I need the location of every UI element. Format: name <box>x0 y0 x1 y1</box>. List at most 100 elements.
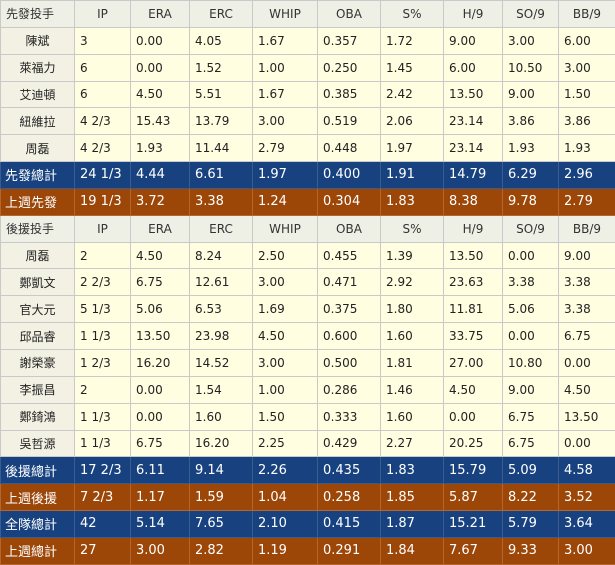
stat-cell: 9.33 <box>503 537 559 564</box>
stat-cell: 6.75 <box>131 430 190 457</box>
stat-cell: 10.50 <box>503 54 559 81</box>
stat-cell: 5.06 <box>503 296 559 323</box>
stat-cell: 3.00 <box>253 108 318 135</box>
stat-cell: 27.00 <box>444 349 503 376</box>
stat-cell: 23.98 <box>190 323 253 350</box>
stat-cell: 6.53 <box>190 296 253 323</box>
column-header: H/9 <box>444 215 503 242</box>
section-header: 先發投手 <box>1 1 75 28</box>
stat-cell: 1 1/3 <box>75 323 131 350</box>
stat-cell: 9.00 <box>503 376 559 403</box>
stat-cell: 15.21 <box>444 511 503 538</box>
stat-cell: 6.00 <box>444 54 503 81</box>
column-header: BB/9 <box>559 215 615 242</box>
stat-cell: 1.87 <box>381 511 444 538</box>
stat-cell: 1.46 <box>381 376 444 403</box>
stat-cell: 4.50 <box>559 376 615 403</box>
pitcher-name: 陳斌 <box>1 27 75 54</box>
stat-cell: 1.59 <box>190 484 253 511</box>
pitcher-name: 上週先發 <box>1 188 75 215</box>
stat-cell: 9.00 <box>559 242 615 269</box>
pitcher-name: 周磊 <box>1 135 75 162</box>
pitcher-name: 鄭凱文 <box>1 269 75 296</box>
stat-cell: 4.50 <box>444 376 503 403</box>
stat-cell: 3.00 <box>559 54 615 81</box>
stat-cell: 1.83 <box>381 188 444 215</box>
stat-cell: 6 <box>75 54 131 81</box>
stat-cell: 3.38 <box>503 269 559 296</box>
stat-cell: 1.97 <box>253 162 318 189</box>
stat-cell: 5.14 <box>131 511 190 538</box>
stat-cell: 1.83 <box>381 457 444 484</box>
column-header: ERA <box>131 1 190 28</box>
stat-cell: 20.25 <box>444 430 503 457</box>
column-header: OBA <box>318 1 381 28</box>
stat-cell: 5.06 <box>131 296 190 323</box>
stat-cell: 1.67 <box>253 81 318 108</box>
stat-cell: 4 2/3 <box>75 108 131 135</box>
stat-cell: 6.11 <box>131 457 190 484</box>
stat-cell: 12.61 <box>190 269 253 296</box>
pitcher-name: 吳哲源 <box>1 430 75 457</box>
stat-cell: 3.52 <box>559 484 615 511</box>
pitcher-name: 紐維拉 <box>1 108 75 135</box>
stat-cell: 1.67 <box>253 27 318 54</box>
stat-cell: 2 2/3 <box>75 269 131 296</box>
stat-cell: 3.00 <box>131 537 190 564</box>
stat-cell: 0.333 <box>318 403 381 430</box>
pitcher-name: 鄭錡鴻 <box>1 403 75 430</box>
stat-cell: 14.52 <box>190 349 253 376</box>
stat-cell: 1.81 <box>381 349 444 376</box>
stat-cell: 1.54 <box>190 376 253 403</box>
stat-cell: 2.27 <box>381 430 444 457</box>
stat-cell: 2.79 <box>253 135 318 162</box>
stat-cell: 2 <box>75 242 131 269</box>
stat-cell: 0.291 <box>318 537 381 564</box>
stat-cell: 3.72 <box>131 188 190 215</box>
stat-cell: 0.357 <box>318 27 381 54</box>
column-header: IP <box>75 215 131 242</box>
column-header: ERC <box>190 1 253 28</box>
stat-cell: 2.06 <box>381 108 444 135</box>
stat-cell: 16.20 <box>131 349 190 376</box>
stat-cell: 0.00 <box>559 349 615 376</box>
stat-cell: 15.79 <box>444 457 503 484</box>
stat-cell: 0.435 <box>318 457 381 484</box>
stat-cell: 1.60 <box>381 323 444 350</box>
stat-cell: 5 1/3 <box>75 296 131 323</box>
column-header: SO/9 <box>503 215 559 242</box>
stat-cell: 2.79 <box>559 188 615 215</box>
stat-cell: 0.00 <box>559 430 615 457</box>
stat-cell: 1.80 <box>381 296 444 323</box>
stat-cell: 6.75 <box>503 403 559 430</box>
stat-cell: 1.52 <box>190 54 253 81</box>
stat-cell: 4.44 <box>131 162 190 189</box>
stat-cell: 2.50 <box>253 242 318 269</box>
stat-cell: 3.86 <box>559 108 615 135</box>
stat-cell: 1.60 <box>381 403 444 430</box>
pitcher-name: 全隊總計 <box>1 511 75 538</box>
stat-cell: 1 1/3 <box>75 403 131 430</box>
stat-cell: 0.00 <box>503 323 559 350</box>
stat-cell: 2.42 <box>381 81 444 108</box>
stat-cell: 3.00 <box>503 27 559 54</box>
pitcher-name: 李振昌 <box>1 376 75 403</box>
pitcher-name: 周磊 <box>1 242 75 269</box>
pitcher-name: 邱品睿 <box>1 323 75 350</box>
stat-cell: 6.75 <box>559 323 615 350</box>
pitcher-name: 萊福力 <box>1 54 75 81</box>
stat-cell: 7.67 <box>444 537 503 564</box>
stat-cell: 0.519 <box>318 108 381 135</box>
column-header: OBA <box>318 215 381 242</box>
stat-cell: 4 2/3 <box>75 135 131 162</box>
stat-cell: 1.00 <box>253 376 318 403</box>
